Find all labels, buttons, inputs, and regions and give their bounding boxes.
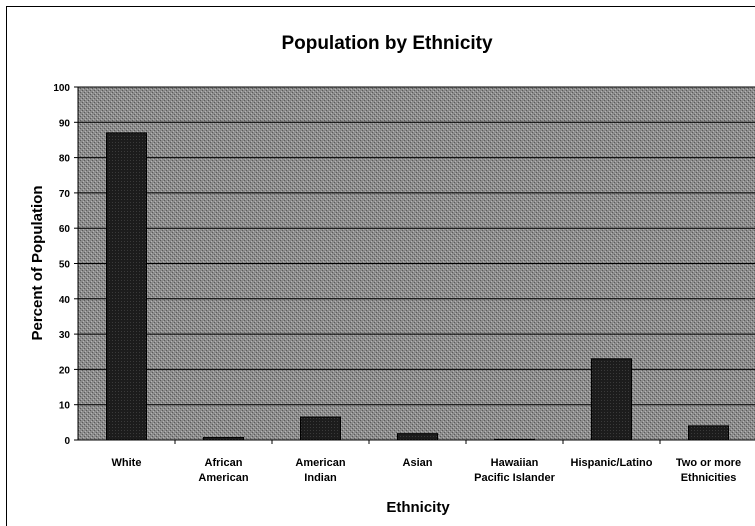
- x-tick-label: Asian: [403, 457, 433, 469]
- x-tick-label: Indian: [304, 472, 337, 484]
- x-tick-label: African: [205, 457, 243, 469]
- x-tick-label: Pacific Islander: [474, 472, 555, 484]
- bar: [494, 438, 535, 441]
- y-tick-label: 100: [53, 83, 70, 94]
- x-tick-label: American: [198, 472, 248, 484]
- chart-frame: [6, 6, 755, 526]
- x-tick-label: Two or more: [676, 457, 741, 469]
- bar: [203, 437, 244, 441]
- y-tick-label: 0: [64, 436, 70, 447]
- x-tick-label: American: [295, 457, 345, 469]
- x-tick-label: White: [112, 457, 142, 469]
- chart-title: Population by Ethnicity: [281, 33, 493, 54]
- x-tick-label: Ethnicities: [681, 472, 737, 484]
- bar: [591, 358, 632, 441]
- x-tick-label: Hawaiian: [491, 457, 539, 469]
- y-tick-label: 90: [59, 118, 71, 129]
- bar: [106, 132, 147, 441]
- y-tick-label: 50: [59, 260, 71, 271]
- bar: [397, 433, 438, 441]
- y-tick-label: 60: [59, 224, 71, 235]
- x-axis-title: Ethnicity: [386, 499, 450, 516]
- x-tick-label: Hispanic/Latino: [571, 457, 653, 469]
- y-tick-label: 70: [59, 189, 71, 200]
- y-tick-label: 10: [59, 401, 71, 412]
- bar: [300, 416, 341, 441]
- y-tick-label: 20: [59, 365, 71, 376]
- bar: [688, 425, 729, 441]
- y-tick-label: 30: [59, 330, 71, 341]
- y-axis-title: Percent of Population: [29, 185, 46, 340]
- y-tick-label: 40: [59, 295, 71, 306]
- y-tick-label: 80: [59, 154, 71, 165]
